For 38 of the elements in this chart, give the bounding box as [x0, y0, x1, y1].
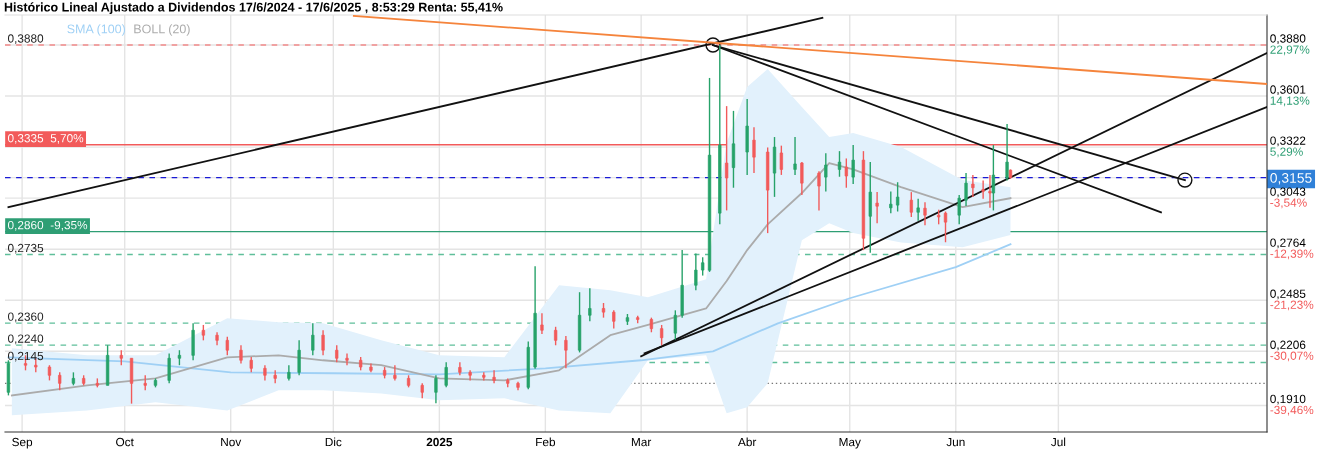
y-tick-label: 0,3155 — [1270, 173, 1312, 185]
x-tick-label: May — [839, 437, 861, 449]
y2-tick-label: 22,97% — [1270, 45, 1310, 56]
ref-line-label: 0,3880 — [7, 34, 44, 45]
x-tick-label: Feb — [536, 437, 556, 447]
ref-line-label: 0,2145 — [7, 351, 44, 362]
y-tick-label: 0,1910 — [1270, 394, 1306, 405]
y2-tick-label: 14,13% — [1270, 96, 1310, 107]
x-tick-label: Sep — [12, 437, 33, 449]
chart-title: Histórico Lineal Ajustado a Dividendos 17/6/2024 - 17/6/2025 , 8:53:29 Renta: 55,41% — [4, 2, 503, 15]
y2-tick-label: 5,29% — [1270, 147, 1303, 158]
y-tick-label: 0,2485 — [1270, 289, 1306, 300]
ref-line-label: 0,3335 5,70% — [7, 134, 84, 144]
y2-tick-label: -39,46% — [1270, 405, 1314, 416]
y2-tick-label: -12,39% — [1270, 249, 1314, 260]
text: BOLL (20) — [134, 24, 190, 36]
y2-tick-label: -21,23% — [1270, 300, 1314, 311]
y-tick-label: 0,3601 — [1270, 85, 1306, 96]
x-tick-label: Nov — [221, 437, 242, 447]
y-tick-label: 0,3043 — [1270, 187, 1306, 198]
y-tick-label: 0,2206 — [1270, 340, 1306, 351]
ref-line-label: 0,2735 — [7, 243, 44, 254]
y2-tick-label: -30,07% — [1270, 351, 1314, 362]
x-tick-label: Dic — [325, 437, 342, 447]
x-tick-label: 2025 — [426, 437, 453, 447]
x-tick-label: Mar — [631, 437, 652, 447]
text: SMA (100) — [67, 24, 126, 36]
y2-tick-label: -3,54% — [1270, 198, 1307, 209]
y-tick-label: 0,3880 — [1270, 34, 1306, 45]
x-tick-label: Abr — [737, 437, 757, 447]
y-tick-label: 0,3322 — [1270, 136, 1306, 147]
ref-line-label: 0,2240 — [7, 334, 44, 345]
x-tick-label: Oct — [116, 437, 134, 447]
ref-line-label: 0,2860 -9,35% — [7, 220, 88, 231]
y-tick-label: 0,2764 — [1270, 238, 1306, 249]
ref-line-label: 0,2360 — [7, 312, 44, 323]
x-tick-label: Jul — [1051, 437, 1066, 447]
x-tick-label: Jun — [946, 437, 965, 447]
